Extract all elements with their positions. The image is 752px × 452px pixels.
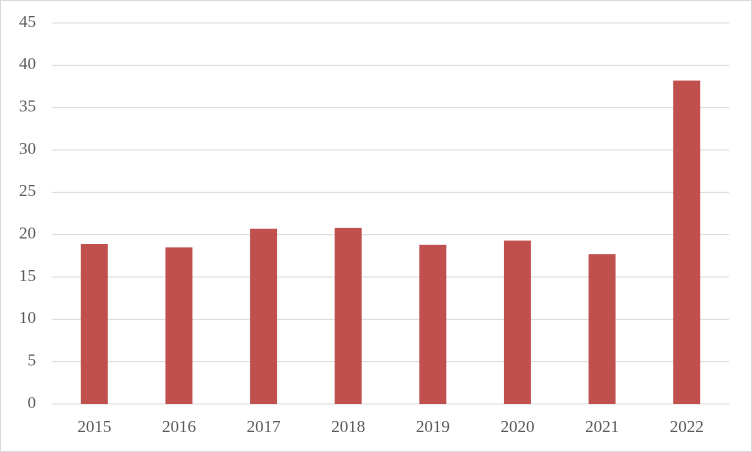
bar (80, 243, 108, 404)
bar (334, 227, 362, 404)
bar (419, 244, 447, 404)
bar (588, 254, 616, 404)
x-tick-label: 2022 (670, 417, 704, 436)
x-tick-label: 2019 (416, 417, 450, 436)
y-tick-label: 0 (28, 393, 37, 412)
bar (673, 80, 701, 404)
y-tick-label: 20 (19, 224, 36, 243)
y-tick-label: 45 (19, 12, 36, 31)
x-tick-label: 2017 (247, 417, 282, 436)
x-tick-label: 2021 (585, 417, 619, 436)
bar (250, 228, 278, 404)
x-tick-label: 2016 (162, 417, 196, 436)
x-tick-label: 2015 (77, 417, 111, 436)
bar (503, 240, 531, 404)
y-tick-label: 35 (19, 97, 36, 116)
bar (165, 247, 193, 404)
y-tick-label: 30 (19, 139, 36, 158)
y-tick-label: 25 (19, 181, 36, 200)
y-tick-label: 40 (19, 54, 36, 73)
y-tick-label: 5 (28, 351, 37, 370)
x-tick-label: 2020 (500, 417, 534, 436)
y-tick-label: 10 (19, 308, 36, 327)
x-tick-label: 2018 (331, 417, 365, 436)
y-tick-label: 15 (19, 266, 36, 285)
